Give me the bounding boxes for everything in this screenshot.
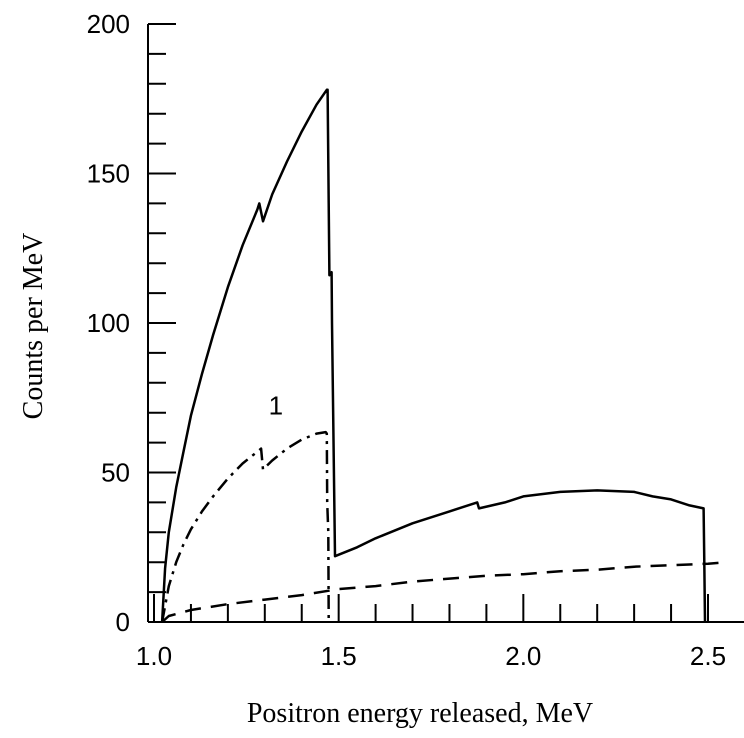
- y-tick-label: 0: [116, 607, 130, 637]
- series-solid-line: [160, 88, 707, 623]
- y-tick-label: 100: [87, 308, 130, 338]
- y-tick-label: 150: [87, 159, 130, 189]
- x-tick-label: 2.0: [505, 641, 541, 671]
- series-dashed-line: [161, 560, 727, 623]
- x-tick-label: 1.0: [136, 641, 172, 671]
- y-tick-label: 50: [101, 458, 130, 488]
- y-axis-title: Counts per MeV: [18, 233, 49, 420]
- x-tick-label: 2.5: [690, 641, 726, 671]
- x-axis-title: Positron energy released, MeV: [247, 698, 593, 729]
- y-tick-label: 200: [87, 9, 130, 39]
- axes-layer: [147, 23, 744, 623]
- curve-annotation-label: 1: [269, 391, 283, 421]
- curves-layer: [160, 88, 727, 623]
- series-dash-dot-line: [160, 430, 330, 623]
- x-tick-label: 1.5: [321, 641, 357, 671]
- labels-layer: 0 50 100 150 200 1.0 1.5 2.0 2.5 Positron energy …: [18, 9, 726, 729]
